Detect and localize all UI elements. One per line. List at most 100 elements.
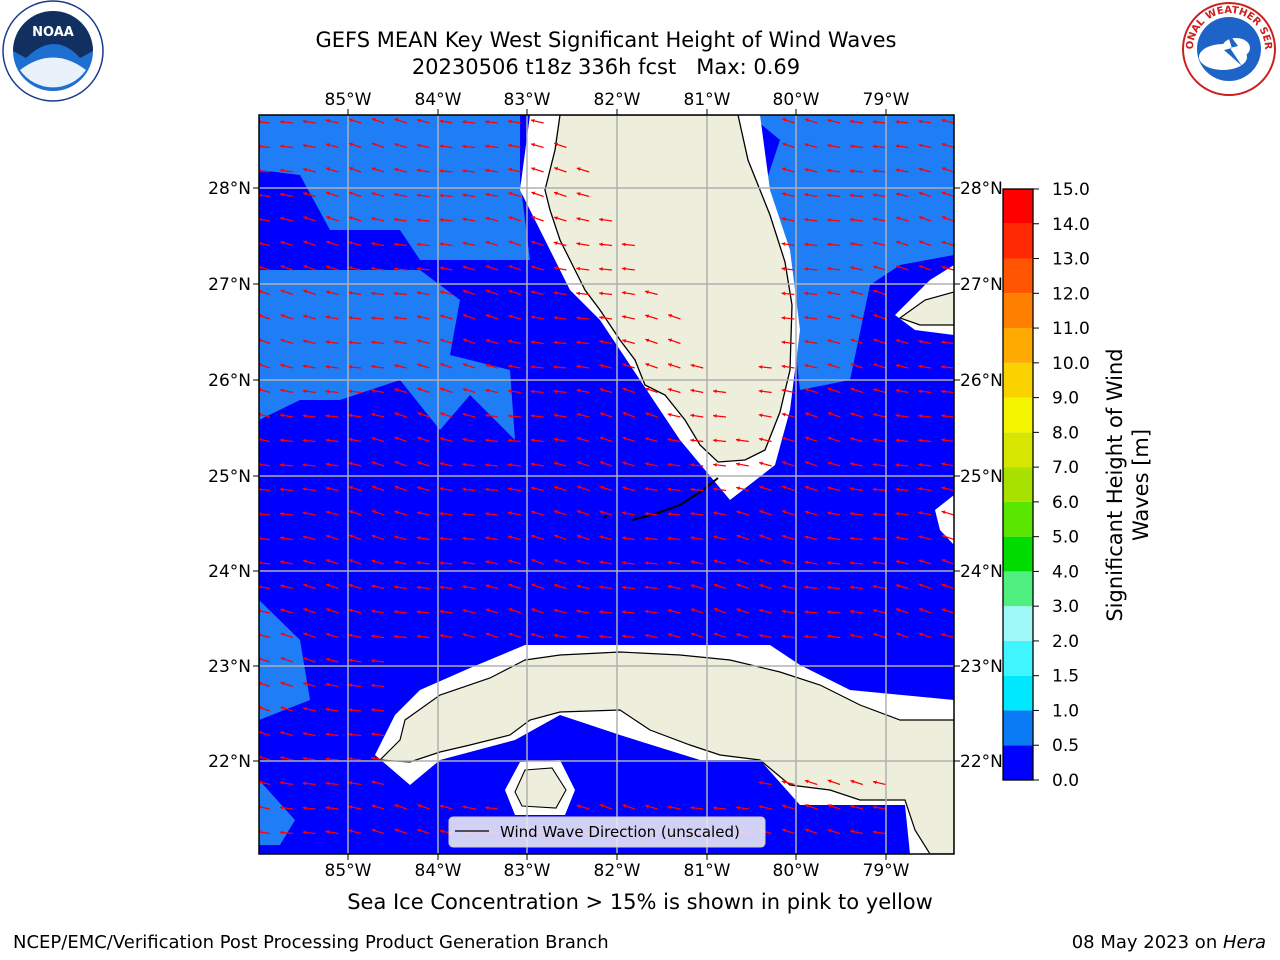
wave-arrow [416, 291, 430, 296]
wave-arrow [485, 120, 499, 124]
wave-arrow [553, 510, 567, 516]
wave-arrow [416, 560, 430, 565]
wave-arrow [941, 142, 954, 149]
wave-arrow [416, 218, 430, 222]
wave-arrow [895, 265, 909, 271]
wave-arrow [599, 267, 613, 271]
wave-arrow [804, 485, 818, 492]
wave-arrow [849, 462, 863, 467]
wave-arrow [599, 217, 613, 222]
wave-arrow [462, 193, 476, 198]
wave-arrow [348, 413, 362, 418]
wave-arrow [530, 389, 544, 394]
wave-arrow [485, 168, 499, 173]
wave-arrow [279, 463, 293, 467]
wave-arrow [736, 583, 749, 590]
wave-arrow [667, 805, 681, 810]
coastal-mask-bahamas-south [935, 495, 954, 545]
wave-arrow [485, 265, 499, 271]
wave-arrow [667, 412, 681, 418]
wave-arrow [576, 634, 590, 639]
wave-arrow [325, 657, 339, 663]
wave-arrow [302, 314, 316, 320]
noaa-logo[interactable]: NOAA [0, 0, 106, 102]
wave-arrow [804, 363, 818, 369]
wave-arrow [302, 364, 316, 369]
nws-logo[interactable]: NATIONAL WEATHER SERVICE [1178, 0, 1280, 102]
wave-arrow [895, 413, 909, 418]
wave-arrow [553, 437, 567, 443]
wave-arrow [325, 438, 339, 443]
wave-arrow [417, 436, 430, 443]
wave-arrow [531, 240, 544, 247]
wave-arrow [394, 828, 407, 835]
colorbar-segment [1003, 467, 1033, 502]
wave-arrow [280, 731, 293, 737]
wave-arrow [439, 266, 453, 271]
wave-arrow [553, 291, 567, 296]
wave-arrow [462, 314, 476, 320]
wave-arrow [530, 462, 544, 467]
wave-arrow [416, 486, 430, 492]
wave-arrow [645, 412, 658, 418]
wave-arrow [804, 242, 818, 247]
wave-arrow [302, 339, 316, 345]
wave-arrow [918, 364, 932, 369]
wave-arrow [530, 340, 544, 345]
colorbar-segment [1003, 328, 1033, 363]
wave-arrow [279, 830, 293, 835]
wave-arrow [303, 608, 316, 614]
wave-arrow [622, 486, 635, 492]
wave-arrow [599, 535, 613, 541]
wave-arrow [485, 511, 499, 516]
wave-arrow [553, 216, 567, 222]
colorbar-tick-label: 9.0 [1052, 389, 1079, 409]
wave-arrow [348, 340, 362, 345]
wave-arrow [872, 241, 886, 247]
wave-arrow [690, 632, 704, 639]
wave-arrow [439, 536, 453, 541]
wave-arrow [599, 634, 613, 639]
wave-arrow [895, 144, 909, 149]
wave-arrow [371, 485, 385, 492]
wave-arrow [371, 804, 385, 810]
wave-arrow [827, 585, 841, 590]
wave-arrow [804, 461, 818, 467]
wave-arrow [416, 634, 430, 639]
wave-arrow [530, 118, 544, 124]
wave-arrow [850, 338, 863, 345]
wave-arrow [599, 585, 613, 590]
colorbar-tick-label: 6.0 [1052, 493, 1079, 513]
wave-arrow [645, 338, 658, 345]
wave-arrow [462, 536, 476, 541]
wave-arrow [872, 608, 886, 614]
wave-arrow [690, 388, 704, 394]
wave-arrow [393, 339, 407, 345]
wave-arrow [690, 536, 704, 541]
wave-arrow [827, 118, 841, 124]
wave-arrow [439, 462, 453, 467]
wave-arrow [713, 414, 727, 418]
wave-arrow [804, 291, 818, 296]
wave-arrow [872, 512, 886, 516]
wave-arrow [827, 561, 841, 565]
lon-label-bottom: 79°W [863, 861, 910, 881]
wave-arrow [576, 192, 590, 198]
wave-arrow [781, 510, 795, 516]
wave-arrow [371, 609, 385, 614]
legend-box [448, 816, 766, 848]
wave-arrow [325, 830, 339, 835]
wave-arrow [736, 534, 749, 541]
wave-arrow [918, 191, 932, 198]
wave-arrow [781, 534, 795, 541]
lat-label-right: 23°N [960, 657, 1003, 677]
wave-arrow [850, 387, 863, 394]
colorbar-tick-label: 0.5 [1052, 736, 1079, 756]
wave-arrow [576, 291, 590, 296]
wave-arrow [941, 216, 954, 222]
wave-arrow [462, 144, 476, 149]
wave-arrow [804, 168, 818, 173]
wave-arrow [781, 584, 795, 590]
wave-arrow [713, 511, 727, 516]
wave-arrow [394, 436, 407, 443]
